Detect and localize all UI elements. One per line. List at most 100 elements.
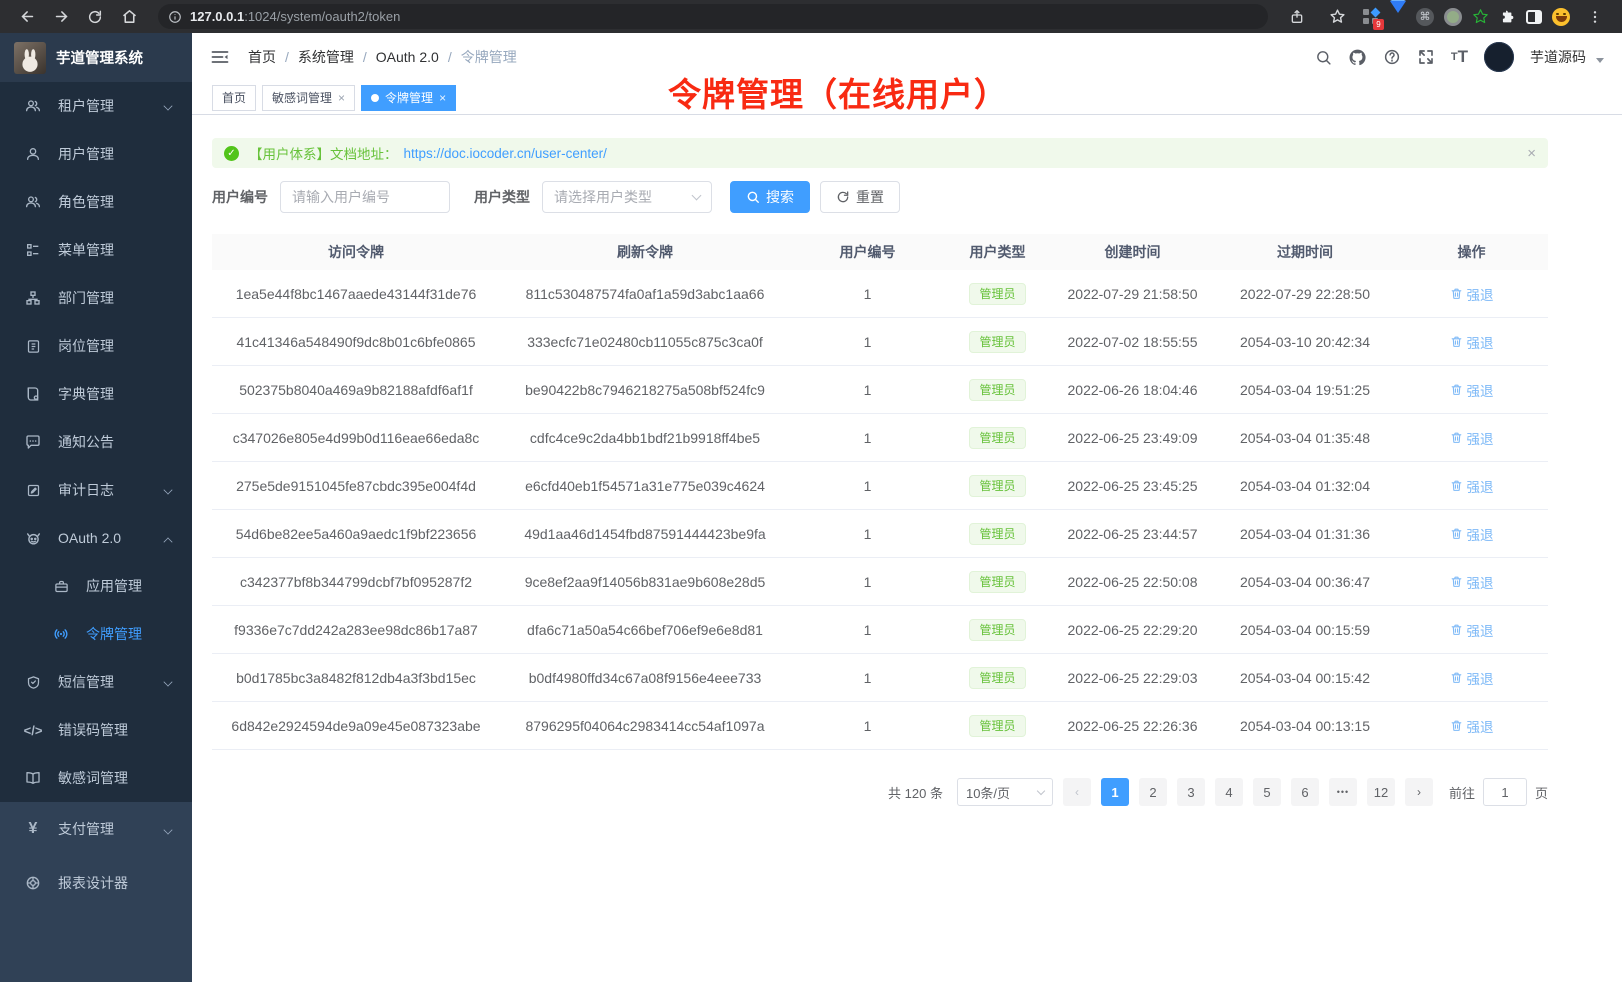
force-logout-button[interactable]: 强退 <box>1450 428 1494 448</box>
goto-page-input[interactable] <box>1482 778 1527 806</box>
browser-forward-icon[interactable] <box>46 3 76 31</box>
page-button-2[interactable]: 2 <box>1138 778 1167 806</box>
force-logout-button[interactable]: 强退 <box>1450 332 1494 352</box>
chevron-down-icon <box>163 677 173 687</box>
sidebar-item-dict[interactable]: 字典管理 <box>0 370 192 418</box>
collapse-sidebar-icon[interactable] <box>210 47 230 67</box>
access-token-cell: b0d1785bc3a8482f812db4a3f3bd15ec <box>236 669 476 686</box>
sidebar-item-oauth2-app[interactable]: 应用管理 <box>0 562 192 610</box>
code-icon: </> <box>23 722 43 738</box>
breadcrumb-system[interactable]: 系统管理 <box>297 49 354 65</box>
page-button-6[interactable]: 6 <box>1290 778 1319 806</box>
sidebar-item-sms[interactable]: 短信管理 <box>0 658 192 706</box>
puzzle-extension-icon[interactable] <box>1499 8 1516 25</box>
sidebar-item-dept[interactable]: 部门管理 <box>0 274 192 322</box>
reset-button[interactable]: 重置 <box>820 181 900 213</box>
next-page-button[interactable]: › <box>1404 778 1433 806</box>
page-button-5[interactable]: 5 <box>1252 778 1281 806</box>
share-icon[interactable] <box>1282 3 1312 31</box>
doc-link[interactable]: https://doc.iocoder.cn/user-center/ <box>403 145 607 161</box>
force-logout-button[interactable]: 强退 <box>1450 572 1494 592</box>
force-logout-button[interactable]: 强退 <box>1450 380 1494 400</box>
browser-reload-icon[interactable] <box>80 3 110 31</box>
side-panel-icon[interactable] <box>1526 9 1542 24</box>
github-icon[interactable] <box>1348 48 1367 67</box>
app-logo[interactable]: 芋道管理系统 <box>0 33 192 82</box>
page-size-select[interactable]: 10条/页 <box>956 778 1053 806</box>
sidebar-item-user[interactable]: 用户管理 <box>0 130 192 178</box>
force-logout-button[interactable]: 强退 <box>1450 668 1494 688</box>
force-logout-button[interactable]: 强退 <box>1450 716 1494 736</box>
sidebar-item-sensitive-word[interactable]: 敏感词管理 <box>0 754 192 802</box>
sidebar-item-notice[interactable]: 通知公告 <box>0 418 192 466</box>
bookmark-star-icon[interactable] <box>1322 3 1352 31</box>
user-type-tag: 管理员 <box>969 570 1026 593</box>
breadcrumb-home[interactable]: 首页 <box>248 49 276 65</box>
fullscreen-icon[interactable] <box>1417 48 1435 66</box>
page-button-12[interactable]: 12 <box>1366 778 1395 806</box>
lifebuoy-icon <box>24 875 42 891</box>
app-title: 芋道管理系统 <box>56 51 143 67</box>
browser-menu-icon[interactable] <box>1580 3 1610 31</box>
sidebar-item-errcode[interactable]: </> 错误码管理 <box>0 706 192 754</box>
table-body: 1ea5e44f8bc1467aaede43144f31de76 811c530… <box>212 270 1548 750</box>
user-type-tag: 管理员 <box>969 330 1026 353</box>
page-button-3[interactable]: 3 <box>1176 778 1205 806</box>
username[interactable]: 芋道源码 <box>1530 49 1586 65</box>
page-button-1[interactable]: 1 <box>1100 778 1129 806</box>
sidebar-item-label: 通知公告 <box>58 434 114 450</box>
col-header-create-time: 创建时间 <box>1104 244 1161 260</box>
col-header-expire-time: 过期时间 <box>1277 244 1333 260</box>
create-time-cell: 2022-06-25 23:45:25 <box>1067 477 1198 494</box>
force-logout-button[interactable]: 强退 <box>1450 620 1494 640</box>
tab-token[interactable]: 令牌管理 × <box>361 84 457 111</box>
sidebar-item-oauth2-token[interactable]: 令牌管理 <box>0 610 192 658</box>
browser-back-icon[interactable] <box>12 3 42 31</box>
command-extension-icon[interactable]: ⌘ <box>1416 7 1434 26</box>
force-logout-button[interactable]: 强退 <box>1450 524 1494 544</box>
access-token-cell: c342377bf8b344799dcbf7bf095287f2 <box>240 573 472 590</box>
alert-close-icon[interactable]: × <box>1527 144 1536 162</box>
star-extension-icon[interactable] <box>1472 8 1489 25</box>
recorder-extension-icon[interactable] <box>1444 7 1462 26</box>
browser-home-icon[interactable] <box>114 3 144 31</box>
sidebar-item-post[interactable]: 岗位管理 <box>0 322 192 370</box>
search-button[interactable]: 搜索 <box>730 181 810 213</box>
close-icon[interactable]: × <box>439 90 447 105</box>
user-type-select[interactable]: 请选择用户类型 <box>542 181 712 213</box>
force-logout-button[interactable]: 强退 <box>1450 284 1494 304</box>
refresh-token-cell: be90422b8c7946218275a508bf524fc9 <box>525 381 765 398</box>
chevron-down-icon <box>163 485 173 495</box>
force-logout-button[interactable]: 强退 <box>1450 476 1494 496</box>
sidebar-item-role[interactable]: 角色管理 <box>0 178 192 226</box>
sidebar-item-audit-log[interactable]: 审计日志 <box>0 466 192 514</box>
user-menu-caret-icon[interactable] <box>1596 57 1604 63</box>
tab-home[interactable]: 首页 <box>212 84 257 111</box>
sidebar-item-report-designer[interactable]: 报表设计器 <box>0 856 192 910</box>
tab-sensitive-word[interactable]: 敏感词管理 × <box>262 84 356 111</box>
extension-grid-icon[interactable]: 9 <box>1362 7 1384 30</box>
table-row: c347026e805e4d99b0d116eae66eda8c cdfc4ce… <box>212 414 1548 462</box>
user-avatar[interactable] <box>1484 42 1514 72</box>
more-pages-button[interactable]: ••• <box>1328 778 1357 806</box>
help-icon[interactable] <box>1383 48 1401 66</box>
page-button-4[interactable]: 4 <box>1214 778 1243 806</box>
sidebar-item-pay[interactable]: ¥ 支付管理 <box>0 802 192 856</box>
force-logout-label: 强退 <box>1466 527 1494 543</box>
refresh-token-cell: b0df4980ffd34c67a08f9156e4eee733 <box>528 669 762 686</box>
sidebar-item-menu[interactable]: 菜单管理 <box>0 226 192 274</box>
header-search-icon[interactable] <box>1315 49 1332 66</box>
user-id-cell: 1 <box>863 717 872 734</box>
emoji-extension-icon[interactable] <box>1552 7 1570 26</box>
browser-toolbar: 127.0.0.1:1024/system/oauth2/token 9 ⌘ <box>0 0 1622 33</box>
gem-extension-icon[interactable] <box>1390 0 1406 29</box>
close-icon[interactable]: × <box>338 90 346 105</box>
breadcrumb-oauth2[interactable]: OAuth 2.0 <box>375 49 439 65</box>
sidebar-item-oauth2[interactable]: OAuth 2.0 <box>0 514 192 562</box>
prev-page-button[interactable]: ‹ <box>1062 778 1091 806</box>
user-id-input[interactable] <box>280 181 450 213</box>
site-info-icon[interactable] <box>168 10 182 24</box>
sidebar-item-tenant[interactable]: 租户管理 <box>0 82 192 130</box>
address-bar[interactable]: 127.0.0.1:1024/system/oauth2/token <box>158 4 1268 29</box>
